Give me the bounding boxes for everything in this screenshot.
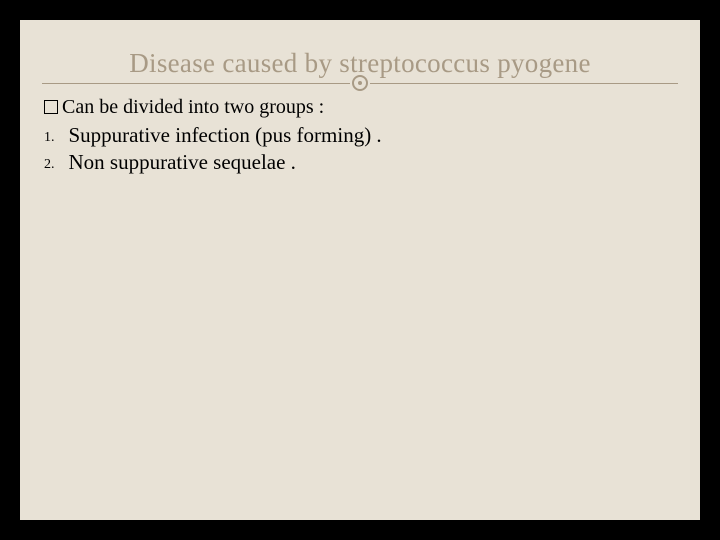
title-divider bbox=[42, 83, 678, 84]
decoration-circle-icon bbox=[352, 75, 368, 91]
subtitle-text: Can be divided into two groups : bbox=[62, 96, 324, 118]
list-item: 2. Non suppurative sequelae . bbox=[44, 150, 678, 175]
divider-decoration bbox=[350, 74, 370, 92]
list-text: Non suppurative sequelae . bbox=[69, 150, 296, 174]
list-number: 1. bbox=[44, 130, 55, 145]
slide-container: Disease caused by streptococcus pyogene … bbox=[20, 20, 700, 520]
list-text: Suppurative infection (pus forming) . bbox=[69, 123, 382, 147]
checkbox-icon bbox=[44, 100, 58, 114]
slide-content: Can be divided into two groups : 1. Suppu… bbox=[42, 96, 678, 175]
decoration-dot-icon bbox=[358, 81, 362, 85]
list-item: 1. Suppurative infection (pus forming) . bbox=[44, 123, 678, 148]
subtitle-line: Can be divided into two groups : bbox=[44, 96, 678, 119]
list-number: 2. bbox=[44, 157, 55, 172]
